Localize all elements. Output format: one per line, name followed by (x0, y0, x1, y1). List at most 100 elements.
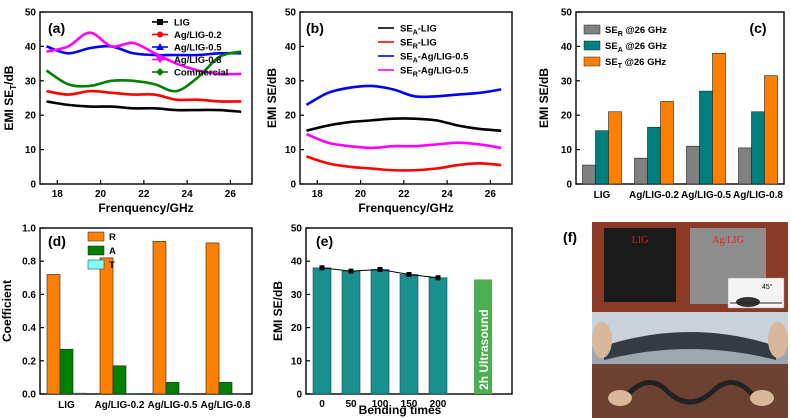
bar (231, 393, 246, 395)
y-tick-label: 1.0 (22, 224, 36, 235)
series-line (46, 44, 242, 57)
x-category-label: Ag/LIG-0.8 (733, 190, 783, 201)
y-tick-label: 10 (561, 145, 573, 156)
panel-a-ylabel: EMI SET/dB (2, 65, 18, 130)
marker-square (157, 19, 163, 25)
y-tick-label: 40 (561, 42, 573, 53)
panel-c-bars (582, 52, 778, 185)
panel-d: (d) 0.00.20.40.60.81.0 LIG Ag/LIG-0.2 Ag/L… (0, 224, 253, 411)
legend-swatch (583, 40, 601, 51)
panel-b-legend: SEA-LIGSER-LIGSEA-Ag/LIG-0.5SER-Ag/LIG-0… (378, 24, 469, 79)
legend-label-main: SE (400, 66, 413, 77)
legend-label: SER-LIG (400, 38, 437, 51)
series-line (305, 132, 502, 150)
panel-d-axes (39, 227, 253, 395)
legend-label-tail: @26 GHz (623, 41, 667, 52)
x-tick-label: 24 (442, 189, 454, 200)
trend-marker (348, 268, 354, 274)
ultrasound-bar-label: 2h Ultrasound (477, 309, 491, 390)
panel-c-x-ticks: LIG Ag/LIG-0.2 Ag/LIG-0.5 Ag/LIG-0.8 (594, 190, 784, 201)
y-tick-label: 0.2 (22, 356, 36, 367)
panel-a-ylabel-sub: T (9, 85, 18, 90)
legend-label: SER-Ag/LIG-0.5 (400, 66, 469, 79)
bar (647, 126, 661, 185)
panel-b-axes (299, 11, 513, 185)
folded-film (626, 380, 754, 405)
y-tick-label: 50 (25, 8, 37, 19)
legend-label: R (109, 232, 116, 243)
bottom-left-finger (608, 390, 632, 406)
bar (341, 270, 361, 395)
bar (660, 101, 674, 185)
y-tick-label: 0.4 (22, 323, 36, 334)
legend-label-main: SE (605, 25, 618, 36)
x-tick-label: 22 (138, 189, 150, 200)
bar (72, 392, 87, 395)
legend-swatch (583, 56, 601, 67)
panel-e: (e) 0 10 20 30 40 50 0 50 100 150 200 2h Ultrasou… (271, 224, 513, 417)
series-line (46, 100, 242, 114)
bar (595, 130, 609, 185)
y-tick-label: 0.6 (22, 290, 36, 301)
legend-swatch (583, 24, 601, 35)
y-tick-label: 10 (285, 145, 297, 156)
panel-d-ylabel: Coefficient (0, 280, 14, 342)
panel-f-photo: (f) LIG Ag/LIG 45° (563, 222, 791, 418)
series-line (306, 155, 502, 172)
x-category-label: LIG (594, 190, 611, 201)
y-tick-label: 0 (296, 390, 302, 401)
panel-c-y-ticks: 0 10 20 30 40 50 (561, 8, 580, 191)
y-tick-label: 50 (291, 224, 303, 235)
y-tick-label: 0.0 (22, 390, 36, 401)
legend-label: LIG (174, 18, 190, 29)
legend-label-sub: R (413, 72, 418, 79)
bar (751, 111, 765, 185)
y-tick-label: 0 (566, 180, 572, 191)
right-finger (768, 322, 788, 358)
x-category-label: Ag/LIG-0.2 (629, 190, 679, 201)
panel-a-y-ticks: 0 10 20 30 40 50 (25, 8, 44, 191)
bar (428, 277, 448, 395)
lig-sample-label: LIG (632, 235, 649, 246)
panel-b-ylabel: EMI SE/dB (265, 68, 279, 128)
panel-a-label: (a) (48, 20, 65, 36)
bar (608, 111, 622, 185)
panel-a-x-ticks: 18 20 22 24 26 (52, 180, 236, 200)
bar (699, 90, 713, 185)
bar (686, 145, 700, 185)
bar (46, 274, 61, 395)
marker-triangle (156, 43, 164, 50)
panel-a-axes (39, 11, 253, 185)
panel-e-trend (319, 265, 441, 281)
trend-marker (319, 265, 325, 271)
panel-c-label: (c) (749, 20, 766, 36)
panel-d-bars (46, 240, 246, 395)
y-tick-label: 40 (25, 42, 37, 53)
panel-e-ylabel: EMI SE/dB (271, 281, 285, 341)
bar (764, 75, 778, 185)
legend-label: SEA-Ag/LIG-0.5 (400, 52, 469, 65)
ultrasound-bar (474, 279, 492, 394)
x-category-label: LIG (58, 400, 75, 411)
x-category-label: 150 (401, 399, 418, 410)
x-tick-label: 26 (485, 189, 497, 200)
bar (738, 147, 752, 185)
series-line (306, 117, 502, 132)
bent-film (604, 332, 776, 360)
bar (125, 393, 140, 395)
panel-b-series (305, 84, 502, 172)
y-tick-label: 50 (285, 8, 297, 19)
panel-c-axes (575, 11, 785, 185)
x-category-label: 50 (345, 399, 357, 410)
series-line (45, 50, 242, 93)
panel-e-label: (e) (316, 233, 333, 249)
panel-c-ylabel: EMI SE/dB (537, 68, 551, 128)
panel-b-y-ticks: 0 10 20 30 40 50 (285, 8, 304, 191)
panel-b-xlabel: Frenquency/GHz (358, 201, 453, 215)
legend-label-main: SE (400, 38, 413, 49)
legend-swatch (87, 231, 105, 242)
bar (712, 52, 726, 185)
